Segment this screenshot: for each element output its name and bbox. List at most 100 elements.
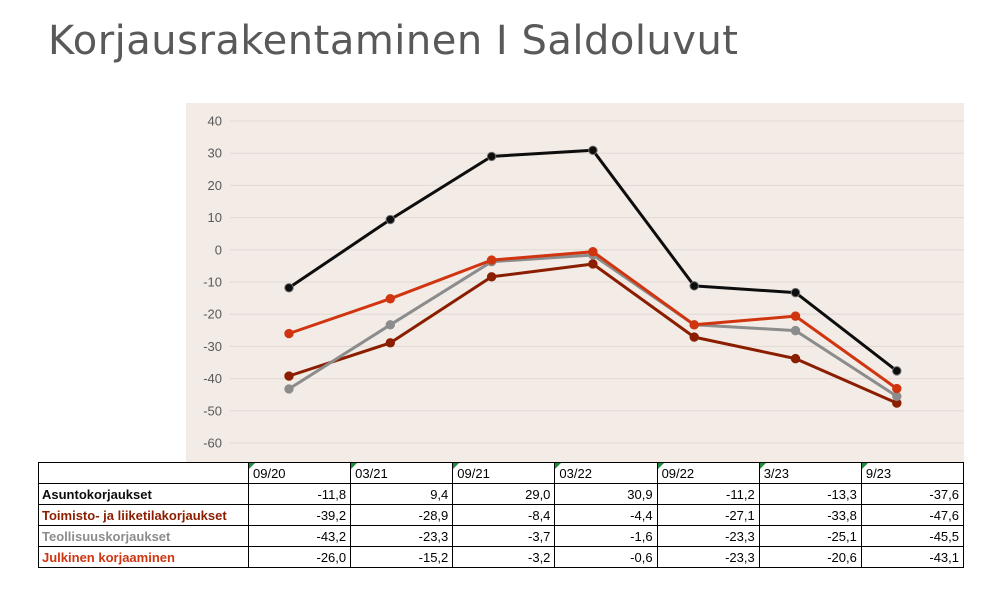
table-header-cell: 3/23 [758, 462, 862, 484]
data-point [486, 151, 497, 162]
value-cell: -3,7 [452, 525, 556, 547]
value-cell: -45,5 [860, 525, 965, 547]
value-cell: -8,4 [452, 504, 556, 526]
value-cell: -28,9 [350, 504, 454, 526]
cell-flag-icon [555, 463, 562, 469]
value-cell: -37,6 [860, 483, 965, 505]
table-row: Toimisto- ja liiketilakorjaukset -39,2 -28… [38, 504, 965, 526]
table-row: Asuntokorjaukset -11,8 9,4 29,0 30,9 -11,2 -13… [38, 483, 965, 505]
series-name-cell: Toimisto- ja liiketilakorjaukset [38, 504, 249, 526]
y-tick-label: -30 [203, 339, 222, 354]
data-point [689, 332, 699, 342]
data-point [790, 287, 801, 298]
data-point [892, 383, 902, 394]
value-cell: -23,3 [350, 525, 454, 547]
value-cell: -25,1 [758, 525, 862, 547]
y-tick-label: 20 [208, 178, 222, 193]
data-point [790, 311, 801, 321]
value-cell: -4,4 [554, 504, 658, 526]
y-tick-label: -20 [203, 307, 222, 322]
data-point [284, 328, 294, 339]
value-cell: -1,6 [554, 525, 658, 547]
table-header-cell: 03/22 [554, 462, 658, 484]
value-cell: 30,9 [554, 483, 658, 505]
data-point [284, 283, 294, 293]
cell-flag-icon [861, 463, 868, 469]
data-point [588, 145, 598, 156]
value-cell: -43,2 [247, 525, 352, 547]
category-label: 03/21 [355, 465, 388, 481]
data-point [385, 294, 395, 304]
value-cell: -47,6 [860, 504, 965, 526]
y-tick-label: 30 [208, 146, 222, 161]
value-cell: -23,3 [656, 525, 760, 547]
cell-flag-icon [759, 463, 766, 469]
data-point [689, 320, 699, 330]
category-label: 9/23 [865, 465, 892, 481]
category-label: 03/22 [559, 465, 592, 481]
data-point [385, 338, 395, 348]
value-cell: 29,0 [452, 483, 556, 505]
y-tick-label: -50 [203, 403, 222, 418]
series-name-cell: Asuntokorjaukset [38, 483, 249, 505]
data-table: 09/20 03/21 09/21 03/22 09/22 3/23 9/23 Asunto… [38, 462, 965, 568]
data-point [284, 384, 294, 394]
value-cell: -11,8 [247, 483, 352, 505]
cell-flag-icon [657, 463, 664, 469]
y-axis-ticks: 40 30 20 10 0 -10 -20 -30 -40 -50 -60 [203, 114, 222, 451]
data-point [790, 353, 801, 364]
value-cell: 9,4 [350, 483, 454, 505]
value-cell: -26,0 [247, 546, 352, 568]
series-name-cell: Teollisuuskorjaukset [38, 525, 249, 547]
table-header-cell: 09/21 [452, 462, 556, 484]
value-cell: -33,8 [758, 504, 862, 526]
y-tick-label: -10 [203, 275, 222, 290]
table-header-cell: 09/22 [656, 462, 760, 484]
data-point [486, 255, 497, 265]
data-point [588, 247, 598, 257]
table-row: Julkinen korjaaminen -26,0 -15,2 -3,2 -0,6 -2… [38, 546, 965, 568]
value-cell: -13,3 [758, 483, 862, 505]
value-cell: -3,2 [452, 546, 556, 568]
table-row: Teollisuuskorjaukset -43,2 -23,3 -3,7 -1,6 -2… [38, 525, 965, 547]
value-cell: -39,2 [247, 504, 352, 526]
data-point [790, 325, 801, 336]
value-cell: -11,2 [656, 483, 760, 505]
category-label: 09/21 [457, 465, 490, 481]
y-tick-label: 10 [208, 210, 222, 225]
value-cell: -27,1 [656, 504, 760, 526]
value-cell: -15,2 [350, 546, 454, 568]
series-1 [284, 259, 902, 408]
series-name-cell: Julkinen korjaaminen [38, 546, 249, 568]
data-point [892, 391, 902, 402]
data-point [385, 214, 395, 225]
table-header-cell: 9/23 [860, 462, 965, 484]
value-cell: -23,3 [656, 546, 760, 568]
data-point [486, 272, 497, 282]
value-cell: -20,6 [758, 546, 862, 568]
series-lines [284, 145, 902, 408]
category-label: 09/20 [253, 465, 286, 481]
category-label: 09/22 [661, 465, 695, 481]
value-cell: -43,1 [860, 546, 965, 568]
table-header-cell: 09/20 [247, 462, 352, 484]
y-tick-label: 0 [215, 242, 222, 257]
data-point [284, 371, 294, 381]
series-3 [284, 247, 902, 394]
gridlines [230, 120, 964, 444]
cell-flag-icon [351, 463, 358, 469]
table-header-cell: 03/21 [350, 462, 454, 484]
y-tick-label: -40 [203, 371, 222, 386]
cell-flag-icon [453, 463, 460, 469]
page-title: Korjausrakentaminen I Saldoluvut [48, 18, 739, 64]
y-tick-label: -60 [203, 436, 222, 451]
data-point [588, 259, 598, 269]
series-0 [284, 145, 902, 376]
data-point [892, 366, 902, 376]
table-header-row: 09/20 03/21 09/21 03/22 09/22 3/23 9/23 [38, 462, 965, 484]
data-point [385, 320, 395, 330]
cell-flag-icon [249, 463, 255, 469]
value-cell: -0,6 [554, 546, 658, 568]
y-tick-label: 40 [208, 114, 222, 129]
